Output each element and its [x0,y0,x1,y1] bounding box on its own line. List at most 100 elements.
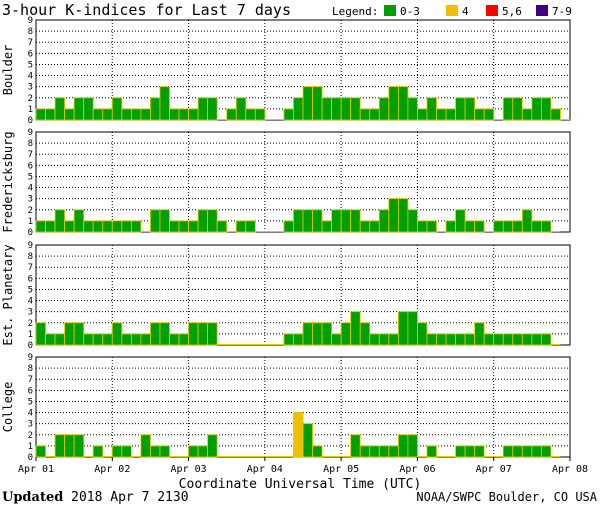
x-tick-label: Apr 08 [552,464,588,475]
bar [83,97,94,121]
bar [111,97,123,121]
bar [417,220,428,233]
bar [521,108,533,121]
bar [388,198,399,233]
bar [150,209,161,233]
panel-label: Boulder [1,45,15,96]
bar [302,322,313,346]
bar [64,220,75,233]
bar [140,434,151,458]
bar [455,97,466,121]
bar [150,445,161,458]
legend-swatch-0 [384,5,396,16]
x-tick-label: Apr 04 [247,464,283,475]
panel-label: Fredericksburg [1,131,15,232]
bar [493,333,504,346]
bar [321,322,333,346]
y-tick-label: 7 [28,375,33,385]
bar [188,220,199,233]
bar [445,108,456,121]
y-tick-label: 9 [28,16,33,26]
bar [464,220,476,233]
bar [102,333,113,346]
bar [302,423,313,458]
bar [121,220,132,233]
y-tick-label: 1 [28,442,33,452]
bar [73,322,85,346]
bar [464,445,476,458]
bar [502,97,514,121]
y-tick-label: 8 [28,252,33,262]
bar [321,220,333,233]
bar [340,322,352,346]
y-tick-label: 3 [28,420,33,430]
bar [340,209,352,233]
bar [464,333,476,346]
k-index-chart: 3-hour K-indices for Last 7 days Legend:… [1,1,588,490]
bar [397,86,409,121]
y-tick-label: 8 [28,139,33,149]
bar [350,209,361,233]
y-tick-label: 0 [28,228,33,238]
y-tick-label: 9 [28,241,33,251]
bar [35,322,46,346]
bar [235,97,247,121]
y-tick-label: 6 [28,386,33,396]
y-tick-label: 6 [28,49,33,59]
bar [54,209,66,233]
bar [407,209,418,233]
bar [340,97,352,121]
bar [540,445,552,458]
bar [331,333,342,346]
bar [426,220,437,233]
bar [369,445,380,458]
y-tick-label: 8 [28,27,33,37]
bar [73,209,85,233]
bar [45,333,56,346]
bar [207,209,218,233]
x-tick-label: Apr 02 [94,464,130,475]
bar [483,108,495,121]
bar [378,209,390,233]
legend: Legend: 0-3 4 5,6 7-9 [332,5,572,18]
bar [540,97,552,121]
bar [45,220,56,233]
bar [121,108,132,121]
updated-value: 2018 Apr 7 2130 [71,490,189,505]
y-tick-label: 8 [28,364,33,374]
bar [436,108,447,121]
legend-item-label-1: 4 [462,5,469,18]
bar [455,445,466,458]
bar [312,445,323,458]
bar [359,322,371,346]
bar [512,97,523,121]
x-tick-label: Apr 03 [171,464,207,475]
bar [474,445,485,458]
bar [331,97,342,121]
bar [417,322,428,346]
bar [521,333,533,346]
bar [207,322,218,346]
bar [45,108,56,121]
bar [197,209,209,233]
y-tick-label: 5 [28,60,33,70]
bar [92,333,104,346]
y-tick-label: 2 [28,94,33,104]
bar [531,445,542,458]
x-tick-label: Apr 06 [399,464,435,475]
bar [169,333,180,346]
y-tick-label: 5 [28,397,33,407]
bar [102,108,113,121]
y-tick-label: 3 [28,308,33,318]
panels: 0123456789Boulder0123456789Fredericksbur… [1,16,571,463]
bar [302,209,313,233]
y-tick-label: 4 [28,72,33,82]
bar [197,97,209,121]
y-tick-label: 6 [28,274,33,284]
bar [369,333,380,346]
bar [502,333,514,346]
bar [512,333,523,346]
bar [188,322,199,346]
